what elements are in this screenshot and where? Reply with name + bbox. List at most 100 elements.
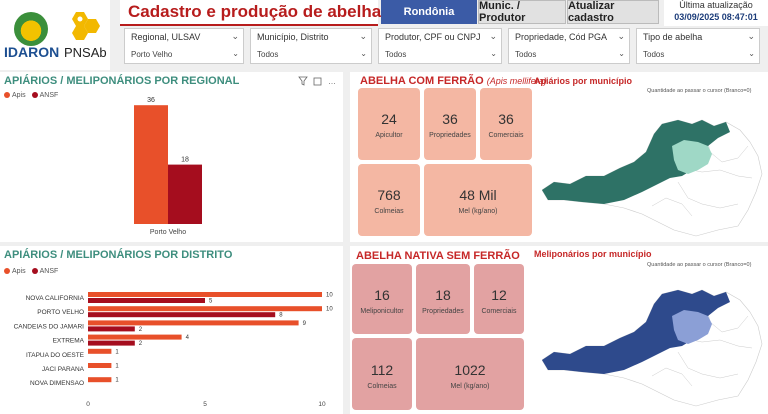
chevron-down-icon[interactable]: ⌄ (747, 31, 755, 41)
filter-tipo-abelha-value[interactable]: Todos (643, 50, 665, 59)
bar-value-label: 36 (147, 97, 155, 104)
atualizar-cadastro-button[interactable]: Atualizar cadastro (567, 0, 659, 24)
kpi-label: Mel (kg/ano) (450, 383, 490, 390)
distrito-legend: Apis ANSF (4, 268, 58, 275)
kpi-meliponicultor: 16 Meliponicultor (352, 264, 412, 334)
apis-panel: ABELHA COM FERRÃO (Apis mellifera) Apiár… (350, 72, 768, 242)
kpi-comerciais: 12 Comerciais (474, 264, 524, 334)
filter-municipio-label: Município, Distrito (257, 32, 329, 42)
filter-produtor-value[interactable]: Todos (385, 50, 407, 59)
category-label: NOVA CALIFORNIA (26, 295, 85, 302)
x-tick-label: 5 (203, 401, 207, 408)
filter-propriedade-value[interactable]: Todos (515, 50, 537, 59)
apis-map-hint: Quantidade ao passar o cursor (Branco=0) (647, 88, 752, 94)
kpi-value: 18 (435, 287, 451, 303)
kpi-comerciais: 36 Comerciais (480, 88, 532, 160)
kpi-mel: 48 Mil Mel (kg/ano) (424, 164, 532, 236)
chevron-down-icon[interactable]: ⌄ (232, 49, 239, 58)
candeias-municipality[interactable] (672, 310, 712, 344)
legend-apis: Apis (4, 92, 26, 99)
legend-ansf: ANSF (31, 268, 58, 275)
idaron-logo-icon (14, 12, 48, 46)
category-label: NOVA DIMENSAO (30, 380, 84, 387)
category-label: Porto Velho (150, 229, 186, 236)
chevron-down-icon[interactable]: ⌄ (360, 49, 367, 58)
last-update-box: Última atualização 03/09/2025 08:47:01 (664, 0, 768, 26)
filters-bar: Regional, ULSAV ⌄ Porto Velho ⌄ Municípi… (120, 26, 768, 68)
filter-regional[interactable]: Regional, ULSAV ⌄ Porto Velho ⌄ (124, 28, 244, 64)
chevron-down-icon[interactable]: ⌄ (489, 31, 497, 41)
bar-apis (88, 292, 322, 297)
bar-value-label: 10 (326, 293, 333, 299)
bar-ansf (88, 340, 135, 346)
bar-ansf (88, 326, 135, 332)
visual-header-icons: … (298, 76, 336, 86)
logo-area: IDARON PNSAb (0, 0, 110, 70)
kpi-value: 24 (381, 111, 397, 127)
idaron-logo-text: IDARON (4, 44, 60, 60)
filter-municipio-value[interactable]: Todos (257, 50, 279, 59)
bar-ansf (168, 164, 202, 224)
distrito-chart-panel: APIÁRIOS / MELIPONÁRIOS POR DISTRITO Api… (0, 246, 343, 414)
category-label: PORTO VELHO (37, 309, 84, 316)
kpi-label: Propriedades (422, 308, 464, 315)
bar-value-label: 4 (186, 335, 190, 341)
bar-apis (134, 105, 168, 224)
kpi-propriedades: 36 Propriedades (424, 88, 476, 160)
bar-value-label: 5 (209, 299, 213, 305)
chevron-down-icon[interactable]: ⌄ (359, 31, 367, 41)
bar-apis (88, 377, 112, 383)
munic-produtor-button[interactable]: Munic. / Produtor (478, 0, 566, 24)
filter-produtor[interactable]: Produtor, CPF ou CNPJ ⌄ Todos ⌄ (378, 28, 502, 64)
kpi-colmeias: 768 Colmeias (358, 164, 420, 236)
chevron-down-icon[interactable]: ⌄ (618, 49, 625, 58)
kpi-apicultor: 24 Apicultor (358, 88, 420, 160)
ansf-map-title: Meliponários por município (534, 249, 652, 259)
title-bar: Cadastro e produção de abelhas - RO (120, 0, 431, 26)
kpi-value: 36 (498, 111, 514, 127)
apis-map[interactable] (542, 112, 764, 240)
regional-chart-panel: APIÁRIOS / MELIPONÁRIOS POR REGIONAL … A… (0, 72, 343, 242)
kpi-label: Propriedades (429, 132, 471, 139)
candeias-municipality[interactable] (672, 140, 712, 174)
kpi-value: 36 (442, 111, 458, 127)
page-title: Cadastro e produção de abelhas - RO (128, 2, 432, 21)
filter-municipio[interactable]: Município, Distrito ⌄ Todos ⌄ (250, 28, 372, 64)
kpi-label: Mel (kg/ano) (458, 208, 498, 215)
kpi-propriedades: 18 Propriedades (416, 264, 470, 334)
ansf-panel: ABELHA NATIVA SEM FERRÃO Meliponários po… (350, 246, 768, 414)
chevron-down-icon[interactable]: ⌄ (490, 49, 497, 58)
rondonia-button[interactable]: Rondônia (381, 0, 477, 24)
bar-apis (88, 363, 112, 368)
more-options-icon[interactable]: … (328, 77, 336, 86)
chevron-down-icon[interactable]: ⌄ (231, 31, 239, 41)
filter-tipo-abelha-label: Tipo de abelha (643, 32, 703, 42)
chevron-down-icon[interactable]: ⌄ (617, 31, 625, 41)
filter-tipo-abelha[interactable]: Tipo de abelha ⌄ Todos ⌄ (636, 28, 760, 64)
category-label: ITAPUA DO OESTE (26, 352, 85, 359)
filter-regional-value[interactable]: Porto Velho (131, 50, 173, 59)
kpi-value: 1022 (454, 362, 486, 378)
filter-propriedade-label: Propriedade, Cód PGA (515, 32, 608, 42)
bar-ansf (88, 312, 276, 318)
kpi-value: 112 (370, 362, 394, 378)
bar-value-label: 1 (115, 378, 119, 384)
filter-icon[interactable] (298, 76, 308, 86)
municipality-borders (651, 301, 753, 387)
ansf-map-hint: Quantidade ao passar o cursor (Branco=0) (647, 262, 752, 268)
bar-value-label: 10 (326, 307, 333, 313)
category-label: CANDEIAS DO JAMARI (14, 323, 85, 330)
legend-ansf: ANSF (31, 92, 58, 99)
x-tick-label: 10 (318, 401, 326, 408)
last-update-label: Última atualização (679, 0, 753, 10)
filter-propriedade[interactable]: Propriedade, Cód PGA ⌄ Todos ⌄ (508, 28, 630, 64)
focus-mode-icon[interactable] (313, 77, 322, 86)
pnsab-honeycomb-icon (72, 12, 100, 40)
ansf-map[interactable] (542, 282, 764, 410)
kpi-label: Comerciais (481, 308, 517, 315)
bar-apis (88, 334, 182, 340)
bar-apis (88, 348, 112, 354)
chevron-down-icon[interactable]: ⌄ (748, 49, 755, 58)
pnsab-logo-text: PNSAb (64, 45, 107, 60)
